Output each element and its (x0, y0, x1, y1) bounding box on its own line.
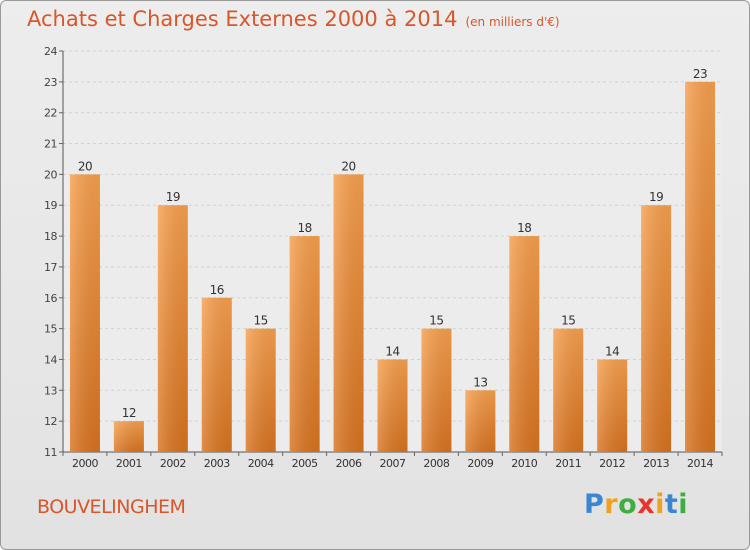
logo-letter: r (604, 489, 619, 520)
x-tick-label: 2003 (204, 457, 230, 470)
x-tick-label: 2000 (72, 457, 98, 470)
x-tick-label: 2010 (511, 457, 537, 470)
y-tick-label: 13 (44, 384, 57, 397)
bar-shade (333, 174, 364, 452)
y-tick-label: 17 (44, 261, 57, 274)
logo-letter: t (664, 489, 679, 520)
data-label: 20 (341, 159, 355, 173)
logo-letter: P (584, 489, 605, 520)
logo-letter: i (678, 489, 689, 520)
y-tick-label: 21 (44, 138, 57, 151)
x-tick-label: 2006 (336, 457, 362, 470)
y-tick-label: 18 (44, 230, 57, 243)
y-tick-label: 15 (44, 323, 57, 336)
x-tick-label: 2002 (160, 457, 186, 470)
y-tick-label: 11 (44, 446, 57, 459)
data-label: 13 (473, 375, 487, 389)
bar-shade (113, 421, 144, 452)
bar-shade (465, 390, 496, 452)
bar-shade (685, 81, 716, 452)
y-tick-label: 23 (44, 76, 57, 89)
y-tick-label: 16 (44, 292, 57, 305)
logo-letter: o (618, 489, 638, 520)
chart-title: Achats et Charges Externes 2000 à 2014 (e… (27, 7, 560, 31)
y-tick-label: 22 (44, 107, 57, 120)
x-tick-label: 2011 (555, 457, 581, 470)
bar-shade (289, 236, 320, 452)
bar-shade (377, 359, 408, 452)
commune-name: BOUVELINGHEM (37, 496, 186, 518)
y-tick-label: 20 (44, 168, 57, 181)
bar-shade (641, 205, 672, 452)
bar-shade (157, 205, 188, 452)
y-tick-label: 14 (44, 353, 57, 366)
x-tick-label: 2009 (467, 457, 493, 470)
logo-letter: i (655, 489, 665, 520)
chart-title-text: Achats et Charges Externes 2000 à 2014 (27, 7, 458, 31)
x-tick-label: 2008 (423, 457, 449, 470)
chart-subtitle: (en milliers d'€) (465, 15, 560, 29)
bar-shade (245, 328, 276, 452)
data-label: 18 (297, 221, 311, 235)
y-tick-label: 19 (44, 199, 57, 212)
data-label: 15 (254, 314, 268, 328)
x-tick-label: 2005 (292, 457, 318, 470)
bar-shade (201, 297, 232, 452)
x-tick-label: 2001 (116, 457, 142, 470)
data-label: 20 (78, 159, 92, 173)
proxiti-logo: Proxiti (584, 489, 688, 520)
data-label: 23 (693, 67, 707, 81)
x-tick-label: 2012 (599, 457, 625, 470)
data-label: 14 (385, 344, 399, 358)
data-label: 18 (517, 221, 531, 235)
bar-shade (509, 236, 540, 452)
bar-shade (553, 328, 584, 452)
x-tick-label: 2004 (248, 457, 274, 470)
x-tick-label: 2013 (643, 457, 669, 470)
bar-shade (597, 359, 628, 452)
data-label: 12 (122, 406, 136, 420)
bar-shade (421, 328, 452, 452)
data-label: 16 (210, 283, 224, 297)
data-label: 15 (429, 314, 443, 328)
data-label: 19 (649, 190, 663, 204)
bar-shade (69, 174, 100, 452)
x-tick-label: 2007 (380, 457, 406, 470)
y-tick-label: 12 (44, 415, 57, 428)
data-label: 15 (561, 314, 575, 328)
data-label: 19 (166, 190, 180, 204)
y-tick-label: 24 (44, 45, 57, 58)
logo-letter: x (637, 489, 656, 520)
x-tick-label: 2014 (687, 457, 713, 470)
data-label: 14 (605, 344, 619, 358)
